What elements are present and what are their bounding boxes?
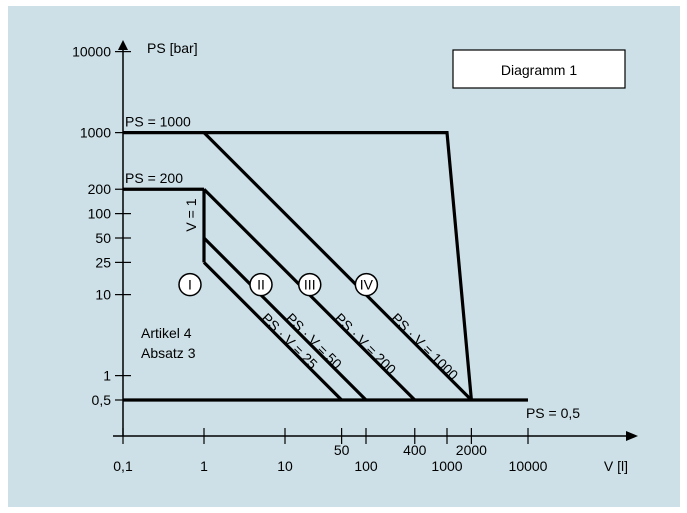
x-tick-label-upper: 400 (403, 442, 427, 458)
annotation-ps-0-5: PS = 0,5 (526, 405, 580, 421)
category-circle (354, 272, 379, 297)
x-tick-label: 1000 (431, 458, 462, 474)
chart-frame: 0,5 1 10 25 50 100 200 1000 10000 PS [bar] 0,1 1 10 1… (8, 6, 680, 507)
y-tick-label: 10000 (72, 44, 111, 60)
y-tick-label: 25 (95, 254, 111, 270)
y-tick-label: 100 (88, 206, 112, 222)
x-axis-title: V [l] (604, 458, 628, 474)
series-line (202, 236, 368, 402)
x-tick-label-upper: 50 (334, 442, 350, 458)
chart-title: Diagramm 1 (501, 62, 577, 78)
series-line (202, 131, 473, 402)
x-tick-label: 10 (277, 458, 293, 474)
category-label: II (257, 277, 265, 293)
x-tick-label: 0,1 (113, 458, 133, 474)
y-tick-label: 50 (95, 230, 111, 246)
x-tick-label-upper: 2000 (456, 442, 487, 458)
series-line (204, 131, 473, 401)
annotation-ps-200: PS = 200 (125, 170, 183, 186)
annotation-artikel: Artikel 4 (141, 325, 192, 341)
y-tick-label: 1000 (80, 125, 111, 141)
y-axis-arrow (118, 40, 128, 50)
x-tick-label: 100 (354, 458, 378, 474)
line-label: PS · V = 1000 (388, 310, 461, 383)
y-tick-label: 1 (103, 368, 111, 384)
category-label: IV (360, 277, 374, 293)
series-line (202, 261, 343, 402)
x-axis-arrow (626, 431, 638, 441)
category-circle (178, 272, 202, 297)
y-tick-label: 10 (95, 287, 111, 303)
annotation-v-1: V = 1 (183, 198, 199, 231)
category-label: III (304, 277, 316, 293)
x-tick-label: 1 (200, 458, 208, 474)
x-tick-label: 10000 (509, 458, 548, 474)
category-circle (298, 272, 322, 297)
chart-title-box (452, 49, 626, 89)
y-axis-title: PS [bar] (147, 40, 198, 56)
annotation-absatz: Absatz 3 (141, 345, 196, 361)
y-tick-label: 0,5 (92, 392, 112, 408)
annotation-ps-1000: PS = 1000 (125, 114, 191, 130)
y-tick-label: 200 (88, 181, 112, 197)
category-circle (249, 272, 273, 297)
category-label: I (188, 277, 192, 293)
